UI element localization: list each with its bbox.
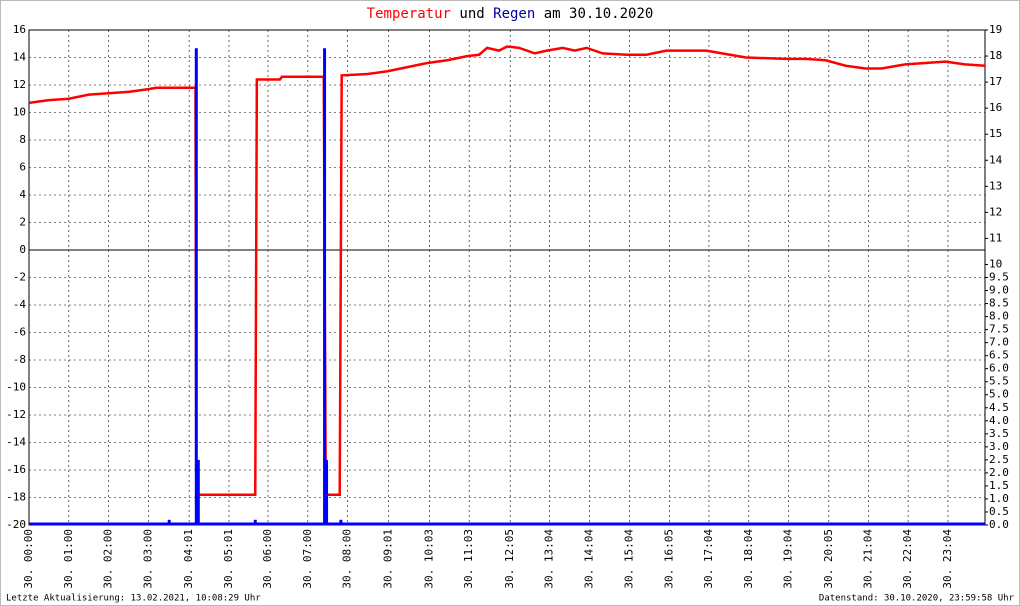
x-tick-label: 30. 20:05: [822, 529, 835, 589]
y2-tick-label: 0.0: [989, 518, 1009, 531]
title-join: und: [459, 6, 484, 22]
y2-tick-label: 8.5: [989, 297, 1009, 310]
footer-left: Letzte Aktualisierung: 13.02.2021, 10:08…: [6, 594, 261, 604]
y2-tick-label: 13: [989, 179, 1002, 192]
y2-tick-label: 19: [989, 23, 1002, 36]
y2-tick-label: 0.5: [989, 505, 1009, 518]
y-tick-label: 0: [19, 243, 26, 256]
y-tick-label: 16: [13, 23, 26, 36]
footer-right: Datenstand: 30.10.2020, 23:59:58 Uhr: [819, 594, 1015, 604]
rain-bar: [253, 519, 257, 525]
y2-tick-label: 9.5: [989, 271, 1009, 284]
y2-tick-label: 3.0: [989, 440, 1009, 453]
y-tick-label: -12: [6, 408, 26, 421]
x-tick-label: 30. 15:04: [622, 529, 635, 589]
x-tick-label: 30. 12:05: [503, 529, 516, 589]
y2-tick-label: 5.5: [989, 375, 1009, 388]
y2-tick-label: 12: [989, 205, 1002, 218]
y-tick-label: 4: [19, 188, 26, 201]
y2-tick-label: 2.0: [989, 466, 1009, 479]
x-tick-label: 30. 05:01: [222, 529, 235, 589]
x-tick-label: 30. 21:04: [861, 529, 874, 589]
rain-bar: [339, 519, 343, 525]
y-tick-label: -18: [6, 491, 26, 504]
x-tick-label: 30. 23:04: [941, 529, 954, 589]
y2-tick-label: 8.0: [989, 310, 1009, 323]
x-tick-label: 30. 06:00: [261, 529, 274, 589]
y2-tick-label: 2.5: [989, 453, 1009, 466]
title-temp: Temperatur: [367, 6, 451, 22]
y-tick-label: -4: [13, 298, 27, 311]
x-tick-label: 30. 14:04: [582, 529, 595, 589]
title-rain: Regen: [493, 6, 535, 22]
y-tick-label: 14: [13, 51, 27, 64]
y2-tick-label: 9.0: [989, 284, 1009, 297]
rain-bar: [194, 48, 198, 525]
y2-tick-label: 17: [989, 75, 1002, 88]
rain-bar: [167, 519, 171, 525]
y-tick-label: -8: [13, 353, 26, 366]
x-tick-label: 30. 19:04: [782, 529, 795, 589]
x-tick-label: 30. 18:04: [742, 529, 755, 589]
y2-tick-label: 16: [989, 101, 1002, 114]
y-tick-label: -2: [13, 271, 26, 284]
x-tick-label: 30. 03:00: [142, 529, 155, 589]
y2-tick-label: 11: [989, 231, 1002, 244]
rain-bar: [325, 459, 329, 525]
x-tick-label: 30. 10:03: [422, 529, 435, 589]
rain-bar: [323, 48, 327, 525]
y2-tick-label: 7.0: [989, 336, 1009, 349]
y2-tick-label: 15: [989, 127, 1002, 140]
y-tick-label: 2: [19, 216, 26, 229]
x-tick-label: 30. 01:00: [62, 529, 75, 589]
y2-tick-label: 7.5: [989, 323, 1009, 336]
x-tick-label: 30. 02:00: [102, 529, 115, 589]
y-tick-label: 8: [19, 133, 26, 146]
y2-tick-label: 10: [989, 257, 1002, 270]
x-tick-label: 30. 09:01: [381, 529, 394, 589]
y-tick-label: -20: [6, 518, 26, 531]
y-tick-label: 12: [13, 78, 26, 91]
y2-tick-label: 14: [989, 153, 1003, 166]
y2-tick-label: 5.0: [989, 388, 1009, 401]
x-tick-label: 30. 07:00: [301, 529, 314, 589]
y2-tick-label: 4.5: [989, 401, 1009, 414]
x-tick-label: 30. 11:03: [462, 529, 475, 589]
chart-title: Temperatur und Regen am 30.10.2020: [367, 6, 654, 22]
rain-bar: [196, 459, 200, 525]
y-tick-label: -14: [6, 436, 26, 449]
y2-tick-label: 3.5: [989, 427, 1009, 440]
plot-area: [28, 29, 986, 526]
x-tick-label: 30. 13:04: [543, 529, 556, 589]
y2-tick-label: 6.5: [989, 349, 1009, 362]
y2-tick-label: 18: [989, 49, 1002, 62]
y-tick-label: -16: [6, 463, 26, 476]
x-tick-label: 30. 08:00: [341, 529, 354, 589]
x-tick-label: 30. 17:04: [702, 529, 715, 589]
x-tick-label: 30. 22:04: [901, 529, 914, 589]
x-tick-label: 30. 04:01: [182, 529, 195, 589]
x-tick-label: 30. 16:05: [663, 529, 676, 589]
y2-tick-label: 1.5: [989, 479, 1009, 492]
y-tick-label: 6: [19, 161, 26, 174]
y-tick-label: -6: [13, 326, 26, 339]
y-tick-label: 10: [13, 106, 26, 119]
y2-tick-label: 6.0: [989, 362, 1009, 375]
title-suffix: am 30.10.2020: [544, 6, 654, 22]
x-tick-label: 30. 00:00: [22, 529, 35, 589]
y-tick-label: -10: [6, 381, 26, 394]
y2-tick-label: 4.0: [989, 414, 1009, 427]
y2-tick-label: 1.0: [989, 492, 1009, 505]
